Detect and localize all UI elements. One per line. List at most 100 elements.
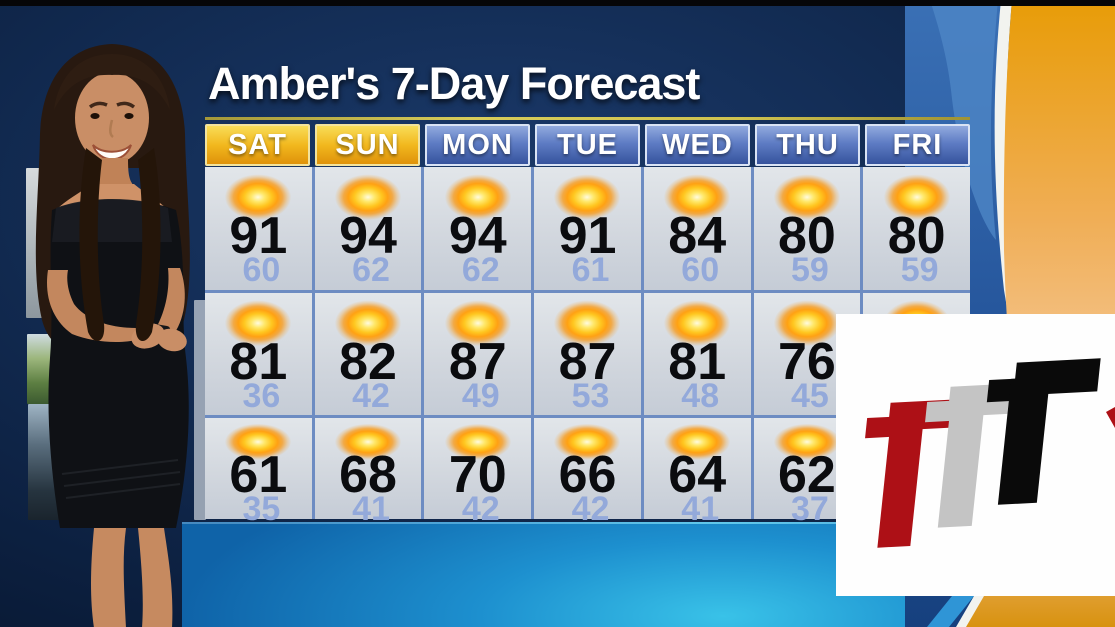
high-temp: 66 [558,446,617,504]
low-temp: 62 [461,250,500,289]
low-temp: 53 [571,376,610,415]
low-temp: 41 [681,489,720,528]
forecast-cell-sat-row3: 61 35 [205,418,312,526]
day-header-tue: TUE [535,124,640,166]
high-temp: 81 [668,333,727,391]
sunny-icon [655,167,740,225]
dress-hem-texture [61,459,181,499]
high-temp: 62 [778,446,836,504]
forecast-cell-fri-row1: 80 59 [863,167,970,290]
low-temp: 61 [571,250,610,289]
sunny-icon [874,167,959,225]
low-temp: 42 [571,489,610,528]
high-temp: 64 [668,446,727,504]
forecast-cell-sat-row2: 81 36 [205,293,312,415]
low-temp: 60 [681,250,720,289]
low-temp: 37 [791,489,829,528]
sunny-icon [326,167,411,225]
sunny-icon [764,167,849,225]
low-temp: 60 [242,250,281,289]
sunny-icon [326,293,411,351]
sunny-icon [435,418,520,464]
sunny-icon [435,167,520,225]
high-temp: 91 [229,207,288,265]
station-logo [836,314,1115,596]
sunny-icon [216,167,301,225]
high-temp: 87 [448,333,507,391]
top-letterbox-strip [0,0,1115,6]
photo-panel [194,300,206,520]
forecast-cell-wed-row3: 64 41 [643,418,751,526]
sunny-icon [764,418,849,464]
high-temp: 81 [229,333,288,391]
sunny-icon [326,418,411,464]
forecast-cell-sun-row2: 82 42 [314,293,422,415]
high-temp: 84 [668,207,727,265]
presenter-fringe [54,54,170,110]
day-header-row: SAT SUN MON TUE WED THU FRI [205,124,970,166]
high-temp: 76 [778,333,836,391]
presenter-forearm [47,270,136,342]
presenter-neck [92,158,134,186]
presenter-eye [90,113,100,119]
presenter-eyebrow [88,101,108,109]
presenter-face [75,72,149,164]
blue-gloss-stripe [930,0,998,240]
forecast-cell-sat-row1: 91 60 [205,167,312,290]
high-temp: 87 [558,333,617,391]
sunny-icon [764,293,849,351]
forecast-cell-tue-row3: 66 42 [534,418,641,526]
forecast-cell-sun-row3: 68 41 [314,418,422,526]
day-header-sat: SAT [205,124,310,166]
presenter-hair-strand [135,148,161,342]
presenter-forearm [156,268,185,334]
sunny-icon [545,293,630,351]
day-header-mon: MON [425,124,530,166]
low-temp: 59 [900,250,939,289]
sunny-icon [545,418,630,464]
white-stripe [994,0,1021,320]
logo-letter-t-gray [925,383,1011,528]
gold-divider-line [205,117,970,120]
white-stripe [956,596,986,627]
high-temp: 82 [339,333,397,391]
low-temp: 48 [681,376,720,415]
day-header-thu: THU [755,124,860,166]
high-temp: 94 [448,207,507,265]
low-temp: 36 [242,376,281,415]
forecast-cell-mon-row1: 94 62 [424,167,532,290]
forecast-cell-tue-row2: 87 53 [534,293,641,415]
presenter-leg [91,528,126,627]
high-temp: 61 [229,446,288,504]
day-header-sun: SUN [315,124,420,166]
high-temp: 80 [887,207,946,265]
forecast-cell-thu-row1: 80 59 [753,167,861,290]
presenter-eye [124,113,134,119]
forecast-cell-mon-row2: 87 49 [424,293,532,415]
high-temp: 80 [778,207,836,265]
low-temp: 42 [352,376,390,415]
logo-red-notch [1106,407,1115,428]
high-temp: 70 [448,446,507,504]
sunny-icon [655,293,740,351]
low-temp: 49 [461,376,500,415]
logo-letter-t-black [986,358,1101,505]
weather-presenter [35,44,190,627]
forecast-cell-wed-row2: 81 48 [643,293,751,415]
day-header-fri: FRI [865,124,970,166]
day-header-wed: WED [645,124,750,166]
forecast-cell-mon-row3: 70 42 [424,418,532,526]
sunny-icon [655,418,740,464]
presenter-eyebrow [116,101,136,109]
forecast-title: Amber's 7-Day Forecast [208,58,700,109]
high-temp: 94 [339,207,397,265]
presenter-nose [109,119,114,138]
sunny-icon [545,167,630,225]
low-temp: 62 [352,250,390,289]
sunny-icon [216,418,301,464]
forecast-cell-wed-row1: 84 60 [643,167,751,290]
high-temp: 68 [339,446,397,504]
low-temp: 42 [461,489,500,528]
low-temp: 45 [791,376,829,415]
